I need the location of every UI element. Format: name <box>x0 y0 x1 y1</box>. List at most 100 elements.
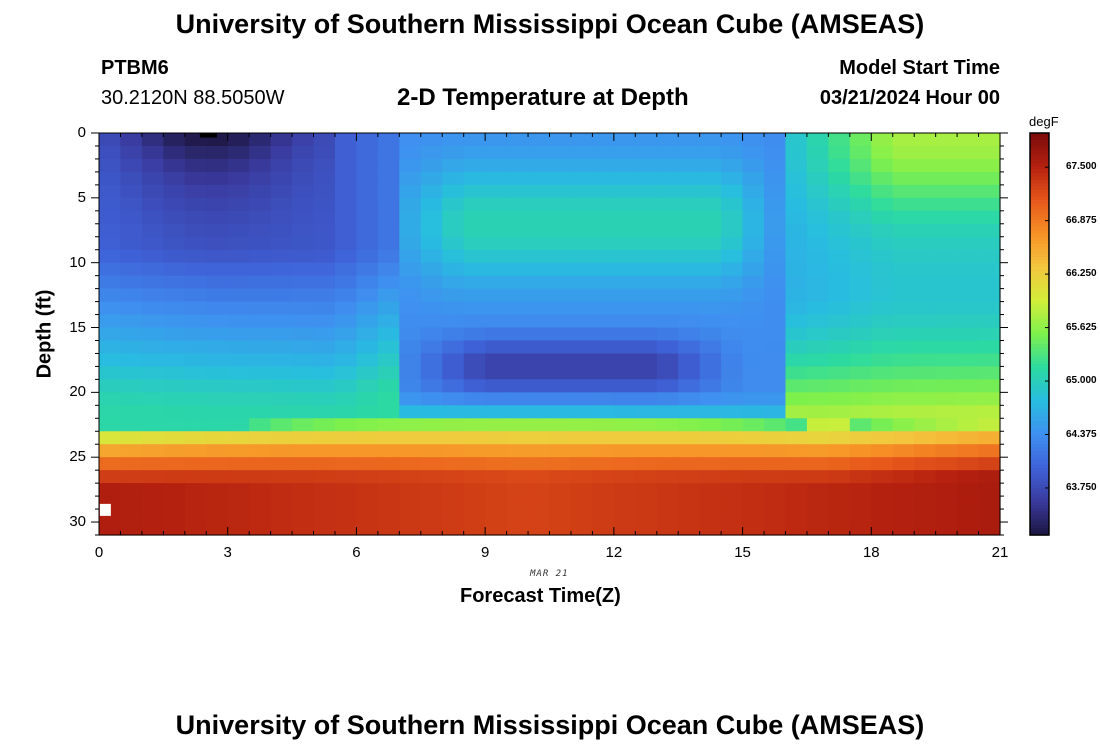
heatmap-cell <box>935 327 958 342</box>
heatmap-cell <box>120 496 143 510</box>
heatmap-cell <box>806 249 829 264</box>
heatmap-cell <box>356 483 379 497</box>
heatmap-cell <box>764 431 787 445</box>
heatmap-cell <box>163 418 186 432</box>
heatmap-cell <box>485 457 508 471</box>
heatmap-cell <box>957 509 980 523</box>
heatmap-cell <box>978 522 1001 536</box>
heatmap-cell <box>141 145 164 160</box>
heatmap-cell <box>377 314 400 329</box>
heatmap-cell <box>699 496 722 510</box>
heatmap-cell <box>206 223 229 238</box>
heatmap-cell <box>742 171 765 186</box>
heatmap-cell <box>120 133 143 147</box>
heatmap-cell <box>635 197 658 212</box>
heatmap-cell <box>334 314 358 329</box>
heatmap-cell <box>249 249 272 264</box>
heatmap-cell <box>506 496 529 510</box>
heatmap-cell <box>377 509 400 523</box>
heatmap-cell <box>99 184 122 199</box>
heatmap-cell <box>742 145 765 160</box>
heatmap-cell <box>914 262 937 277</box>
heatmap-cell <box>978 210 1001 225</box>
heatmap-cell <box>849 522 872 536</box>
heatmap-cell <box>506 145 529 160</box>
heatmap-cell <box>313 249 336 264</box>
heatmap-cell <box>785 184 808 199</box>
heatmap-cell <box>978 392 1001 406</box>
heatmap-cell <box>334 133 358 147</box>
heatmap-cell <box>270 379 293 393</box>
colorbar-segment <box>1030 481 1049 486</box>
heatmap-cell <box>849 457 872 471</box>
heatmap-cell <box>270 223 293 238</box>
heatmap-cell <box>849 171 872 186</box>
colorbar <box>1029 132 1050 536</box>
heatmap-cell <box>227 483 250 497</box>
heatmap-cell <box>420 236 443 251</box>
heatmap-cell <box>420 171 443 186</box>
heatmap-cell <box>334 496 358 510</box>
heatmap-cell <box>227 470 250 484</box>
heatmap-cell <box>485 249 508 264</box>
heatmap-cell <box>978 366 1001 380</box>
heatmap-cell <box>785 158 808 173</box>
heatmap-cell <box>442 197 465 212</box>
colorbar-segment <box>1030 136 1049 141</box>
heatmap-cell <box>334 275 358 290</box>
heatmap-cell <box>570 184 593 199</box>
heatmap-cell <box>785 262 808 277</box>
heatmap-cell <box>442 522 465 536</box>
heatmap-cell <box>742 496 765 510</box>
colorbar-segment <box>1030 461 1049 466</box>
colorbar-segment <box>1030 283 1049 288</box>
heatmap-cell <box>806 145 829 160</box>
heatmap-cell <box>678 145 701 160</box>
heatmap-cell <box>570 340 593 355</box>
heatmap-cell <box>699 184 722 199</box>
heatmap-cell <box>764 522 787 536</box>
heatmap-cell <box>613 392 636 406</box>
heatmap-cell <box>120 158 143 173</box>
heatmap-cell <box>957 470 980 484</box>
heatmap-cell <box>570 496 593 510</box>
heatmap-cell <box>721 431 744 445</box>
heatmap-cell <box>699 249 722 264</box>
heatmap-cell <box>678 236 701 251</box>
heatmap-cell <box>313 171 336 186</box>
heatmap-cell <box>849 158 872 173</box>
heatmap-cell <box>871 444 894 458</box>
x-tick-label: 15 <box>734 544 751 561</box>
heatmap-cell <box>399 158 422 173</box>
heatmap-cell <box>249 223 272 238</box>
heatmap-cell <box>227 405 250 419</box>
heatmap-cell <box>549 496 572 510</box>
heatmap-cell <box>613 249 636 264</box>
heatmap-cell <box>656 496 679 510</box>
heatmap-cell <box>656 457 679 471</box>
heatmap-cell <box>206 197 229 212</box>
heatmap-cell <box>270 470 293 484</box>
heatmap-cell <box>141 379 164 393</box>
heatmap-cell <box>914 366 937 380</box>
heatmap-cell <box>656 184 679 199</box>
heatmap-cell <box>528 223 551 238</box>
heatmap-cell <box>356 145 379 160</box>
heatmap-cell <box>742 301 765 316</box>
colorbar-segment <box>1030 421 1049 426</box>
heatmap-cell <box>570 197 593 212</box>
colorbar-segment <box>1030 300 1049 305</box>
heatmap-cell <box>935 457 958 471</box>
heatmap-cell <box>570 470 593 484</box>
heatmap-cell <box>914 158 937 173</box>
heatmap-cell <box>463 184 486 199</box>
heatmap-cell <box>592 353 615 368</box>
heatmap-cell <box>957 223 980 238</box>
heatmap-cell <box>249 327 272 342</box>
heatmap-cell <box>206 288 229 303</box>
colorbar-segment <box>1030 367 1049 372</box>
colorbar-segment <box>1030 287 1049 292</box>
heatmap-cell <box>871 262 894 277</box>
heatmap-cell <box>313 314 336 329</box>
heatmap-cell <box>227 353 250 368</box>
